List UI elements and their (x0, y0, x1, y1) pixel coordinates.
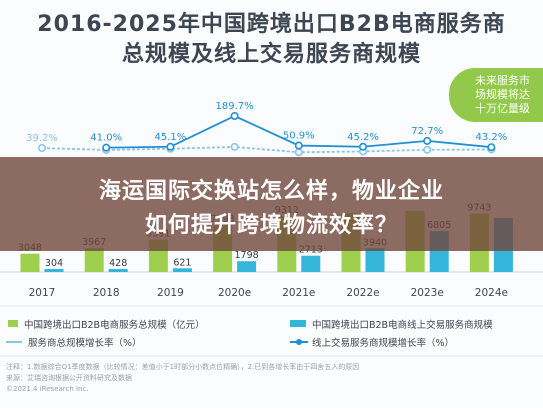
bar-online-label-2017: 304 (45, 258, 63, 269)
legend-label-online-line: 线上交易服务商规模增长率（%） (312, 338, 455, 349)
source-note: 注释：1.数据综合Q1季度数据（比较情况：差值小于1时部分小数点位精确），2.已… (6, 362, 542, 395)
headline-banner: 海运国际交换站怎么样，物业企业 如何提升跨境物流效率？ (0, 157, 543, 251)
bar-online-2019 (172, 268, 192, 272)
online-growth-point-2019 (166, 142, 175, 151)
total-growth-point-2023e (423, 145, 432, 154)
online-growth-label-2021e: 50.9% (283, 131, 315, 142)
bar-online-2018 (108, 269, 128, 272)
total-growth-point-2017 (37, 144, 46, 153)
bar-online-2020e (237, 261, 257, 272)
online-growth-point-2018 (102, 143, 111, 152)
x-tick-label-2021e: 2021e (282, 287, 315, 299)
x-tick-label-2018: 2018 (93, 287, 120, 299)
bar-online-2022e (365, 248, 385, 272)
x-tick-label-2019: 2019 (157, 287, 184, 299)
online-growth-label-2022e: 45.2% (347, 132, 379, 143)
total-growth-point-2020e (230, 142, 239, 151)
online-growth-label-2018: 41.0% (90, 133, 122, 144)
online-growth-label-2019: 45.1% (155, 132, 187, 143)
bar-total-2017 (20, 253, 40, 272)
legend-swatch-total-bar (8, 320, 18, 327)
online-growth-point-2024e (487, 143, 496, 152)
total-growth-label-2017: 39.2% (26, 133, 58, 144)
bar-online-label-2018: 428 (109, 258, 127, 269)
x-tick-label-2020e: 2020e (218, 287, 251, 299)
x-tick-label-2017: 2017 (29, 287, 56, 299)
note-line-1: 注释：1.数据综合Q1季度数据（比较情况：差值小于1时部分小数点位精确），2.已… (6, 363, 360, 371)
headline-line-1: 海运国际交换站怎么样，物业企业 (98, 179, 444, 204)
online-growth-label-2024e: 43.2% (476, 132, 508, 143)
online-growth-label-2020e: 189.7% (216, 101, 254, 112)
x-tick-label-2022e: 2022e (346, 287, 379, 299)
note-line-2: 来源：艾瑞咨询根据公开资料研究及数据 (6, 374, 132, 382)
online-growth-point-2020e (230, 112, 239, 121)
online-growth-point-2022e (358, 142, 367, 151)
legend-swatch-online-bar (290, 320, 306, 327)
legend-label-total-bar: 中国跨境出口B2B电商服务总规模（亿元） (24, 320, 205, 331)
online-growth-label-2023e: 72.7% (411, 126, 443, 137)
x-tick-label-2024e: 2024e (475, 287, 508, 299)
chart-title-line-1: 2016-2025年中国跨境出口B2B电商服务商 (37, 12, 506, 37)
bar-online-label-2019: 621 (173, 257, 191, 268)
callout-badge: 未来服务市 场规模将达 十万亿量级 (449, 68, 543, 122)
bar-total-2018 (84, 248, 104, 272)
callout-line-2: 场规模将达 (475, 88, 530, 101)
total-growth-point-2021e (294, 148, 303, 157)
note-line-3: ©2021.4 iResearch Inc. (6, 385, 89, 393)
online-growth-point-2021e (294, 141, 303, 150)
online-growth-point-2023e (423, 136, 432, 145)
bar-online-label-2020e: 1798 (235, 250, 259, 261)
legend-swatch-total-line (6, 341, 22, 343)
x-tick-label-2023e: 2023e (411, 287, 444, 299)
chart-title-line-2: 总规模及线上交易服务商规模 (121, 42, 421, 67)
headline-line-2: 如何提升跨境物流效率？ (144, 213, 398, 238)
bar-online-2017 (44, 269, 64, 272)
legend-swatch-online-dot (296, 339, 302, 345)
callout-line-1: 未来服务市 (475, 74, 530, 87)
legend-label-total-line: 服务商总规模增长率（%） (28, 338, 142, 349)
legend-label-online-bar: 中国跨境出口B2B电商线上交易服务商规模 (312, 320, 493, 331)
callout-line-3: 十万亿量级 (475, 102, 530, 115)
bar-online-2021e (301, 255, 321, 272)
